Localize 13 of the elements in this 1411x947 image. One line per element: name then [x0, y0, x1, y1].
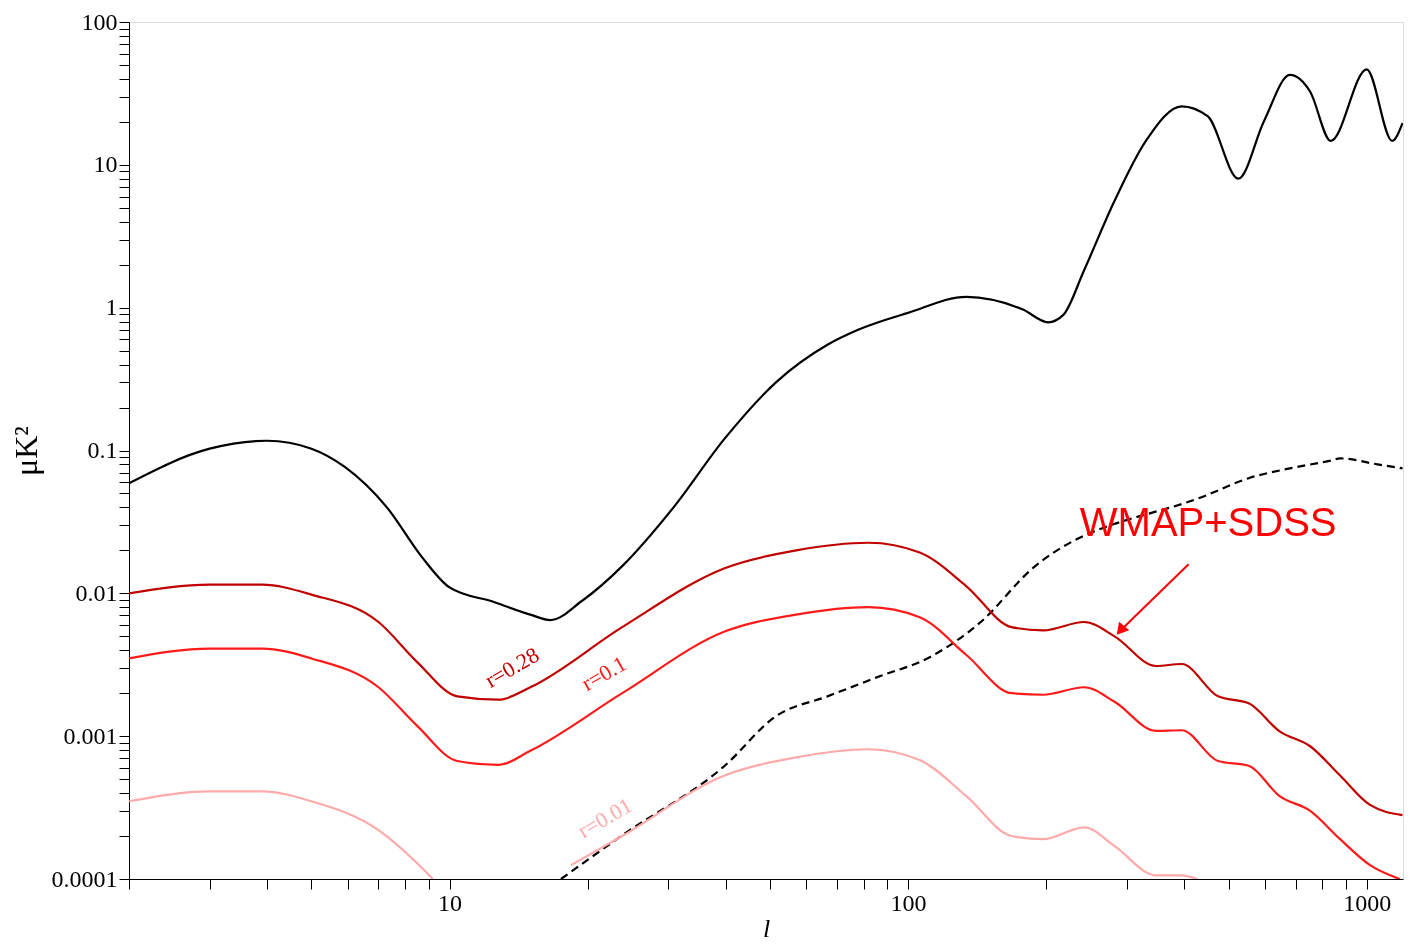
x-tick-label: 10 — [438, 889, 463, 916]
text: r=0.1 — [577, 650, 631, 696]
y-tick-label: 10 — [93, 151, 118, 178]
y-tick-label: 1 — [105, 294, 118, 321]
y-tick-label: 100 — [81, 8, 118, 35]
y-tick-label: 0.001 — [63, 722, 118, 749]
y-tick-label: 0.0001 — [51, 865, 118, 892]
y-tick-label: 0.1 — [87, 437, 118, 463]
x-axis-title: l — [762, 913, 771, 943]
x-tick-label: 100 — [890, 889, 927, 916]
y-axis-title: μK² — [7, 426, 44, 476]
y-tick-label: 0.01 — [75, 579, 118, 606]
x-tick-label: 1000 — [1343, 889, 1392, 916]
